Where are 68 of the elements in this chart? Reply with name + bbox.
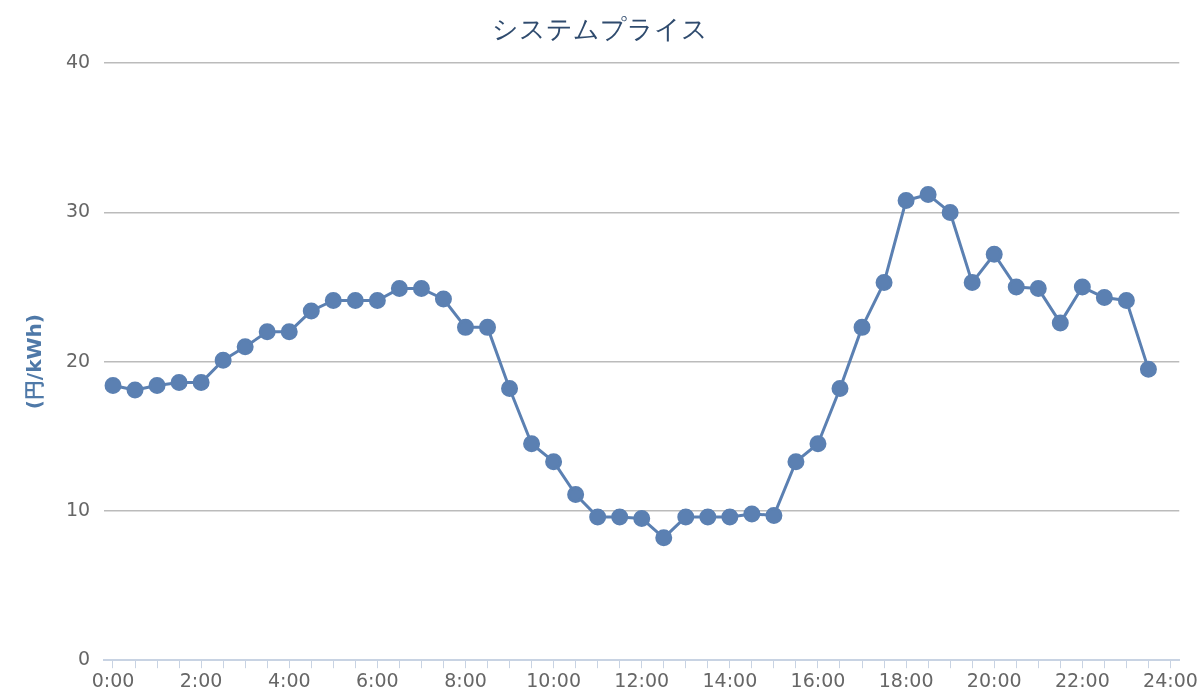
point <box>170 374 188 392</box>
x-tick-label: 2:00 <box>179 668 223 691</box>
y-tick-label: 20 <box>65 348 91 371</box>
point <box>897 192 915 210</box>
point <box>985 245 1003 263</box>
point <box>809 435 827 453</box>
point <box>589 508 607 526</box>
x-tick-label: 24:00 <box>1143 668 1198 691</box>
point <box>412 280 430 298</box>
point <box>214 351 232 369</box>
point <box>148 377 166 395</box>
x-tick-label: 0:00 <box>91 668 135 691</box>
x-tick-label: 22:00 <box>1054 668 1110 691</box>
point <box>258 323 276 341</box>
point <box>346 292 364 310</box>
y-tick-label: 10 <box>65 497 91 520</box>
point <box>1117 292 1135 310</box>
point <box>721 508 739 526</box>
point <box>743 505 761 523</box>
point <box>324 292 342 310</box>
point <box>501 380 519 398</box>
point <box>456 318 474 336</box>
point <box>787 453 805 471</box>
point <box>104 377 122 395</box>
point <box>919 186 937 204</box>
x-tick-label: 8:00 <box>444 668 487 691</box>
point <box>1051 314 1069 332</box>
point <box>479 318 497 336</box>
y-axis-title: (円/kWh) <box>22 314 47 410</box>
point <box>875 274 893 292</box>
x-tick-label: 10:00 <box>526 668 581 691</box>
point <box>1073 278 1091 296</box>
point <box>1139 360 1157 378</box>
x-tick-label: 14:00 <box>702 668 758 691</box>
point <box>434 290 452 308</box>
point <box>655 529 673 547</box>
x-tick-label: 20:00 <box>966 668 1022 691</box>
point <box>280 323 298 341</box>
point <box>963 274 981 292</box>
x-tick-label: 4:00 <box>267 668 311 691</box>
point <box>677 508 695 526</box>
point <box>390 280 408 298</box>
point <box>941 203 959 221</box>
point <box>368 292 386 310</box>
point <box>1007 278 1025 296</box>
point <box>1029 280 1047 298</box>
point <box>765 506 783 524</box>
y-tick-label: 40 <box>65 50 91 73</box>
x-tick-label: 12:00 <box>614 668 670 691</box>
point <box>302 302 320 320</box>
y-tick-label: 0 <box>78 647 91 670</box>
point <box>192 374 210 392</box>
x-tick-label: 16:00 <box>790 668 846 691</box>
chart-title: システムプライス <box>492 14 708 45</box>
point <box>523 435 541 453</box>
x-tick-label: 18:00 <box>878 668 934 691</box>
point <box>611 508 629 526</box>
point <box>831 380 849 398</box>
point <box>699 508 717 526</box>
point <box>236 338 254 356</box>
point <box>126 381 144 399</box>
y-tick-label: 30 <box>65 199 91 222</box>
point <box>1095 289 1113 307</box>
point <box>633 509 651 527</box>
x-tick-label: 6:00 <box>356 668 399 691</box>
point <box>545 453 563 471</box>
point <box>853 318 871 336</box>
point <box>567 486 585 504</box>
